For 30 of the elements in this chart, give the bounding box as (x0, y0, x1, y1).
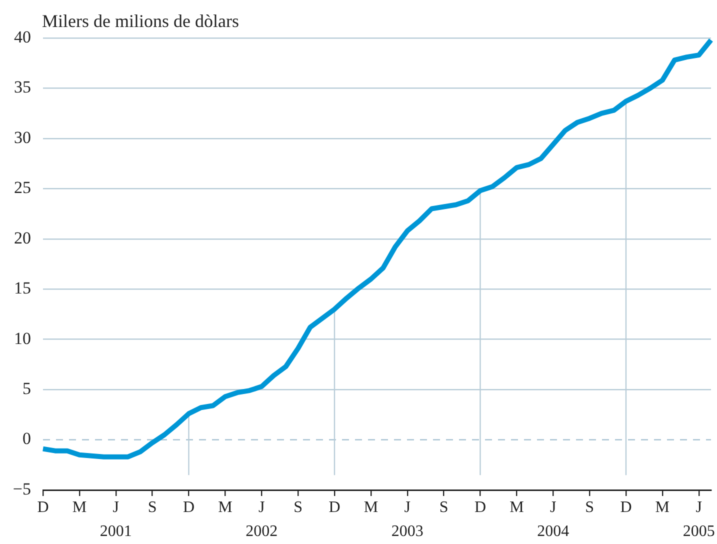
x-tick-label: D (182, 499, 195, 516)
x-tick-label: J 2004 (537, 499, 570, 540)
y-tick-label: 30 (14, 128, 31, 147)
y-tick-label: 5 (22, 379, 31, 398)
y-tick-label: 0 (22, 429, 31, 448)
x-tick-label: M (72, 499, 87, 516)
x-tick-label: S (294, 499, 303, 516)
x-tick-label: M (364, 499, 378, 516)
x-tick-label: M (510, 499, 524, 516)
x-tick-label: D (620, 499, 632, 516)
x-tick-label: D (474, 499, 486, 516)
x-tick-label: J 2003 (391, 499, 424, 540)
x-tick-label: D (328, 499, 340, 516)
x-tick-label: D (37, 499, 49, 516)
x-tick-label: J 2005 (682, 499, 715, 540)
x-tick-label: M (218, 499, 232, 516)
x-tick-label: J 2001 (100, 499, 132, 540)
x-tick-label: S (439, 499, 448, 516)
y-tick-label: 40 (14, 27, 31, 46)
y-tick-label: 35 (14, 78, 31, 97)
y-tick-label: 20 (14, 228, 31, 248)
x-tick-label: M (655, 499, 670, 516)
y-tick-label: 10 (14, 328, 31, 348)
x-tick-label: J 2002 (246, 499, 278, 540)
y-axis-title: Milers de milions de dòlars (42, 11, 239, 31)
x-tick-label: S (148, 499, 157, 516)
x-tick-label: S (585, 499, 594, 516)
y-tick-label: 25 (14, 178, 31, 198)
y-tick-label: 15 (14, 278, 31, 298)
y-tick-label: −5 (12, 479, 31, 498)
